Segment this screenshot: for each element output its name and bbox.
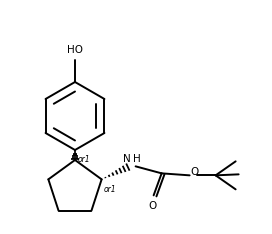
Text: O: O (149, 201, 157, 211)
Text: O: O (191, 167, 199, 177)
Text: or1: or1 (78, 154, 91, 164)
Text: or1: or1 (104, 185, 116, 194)
Text: HO: HO (67, 45, 83, 55)
Text: N: N (123, 154, 131, 164)
Text: H: H (133, 154, 140, 164)
